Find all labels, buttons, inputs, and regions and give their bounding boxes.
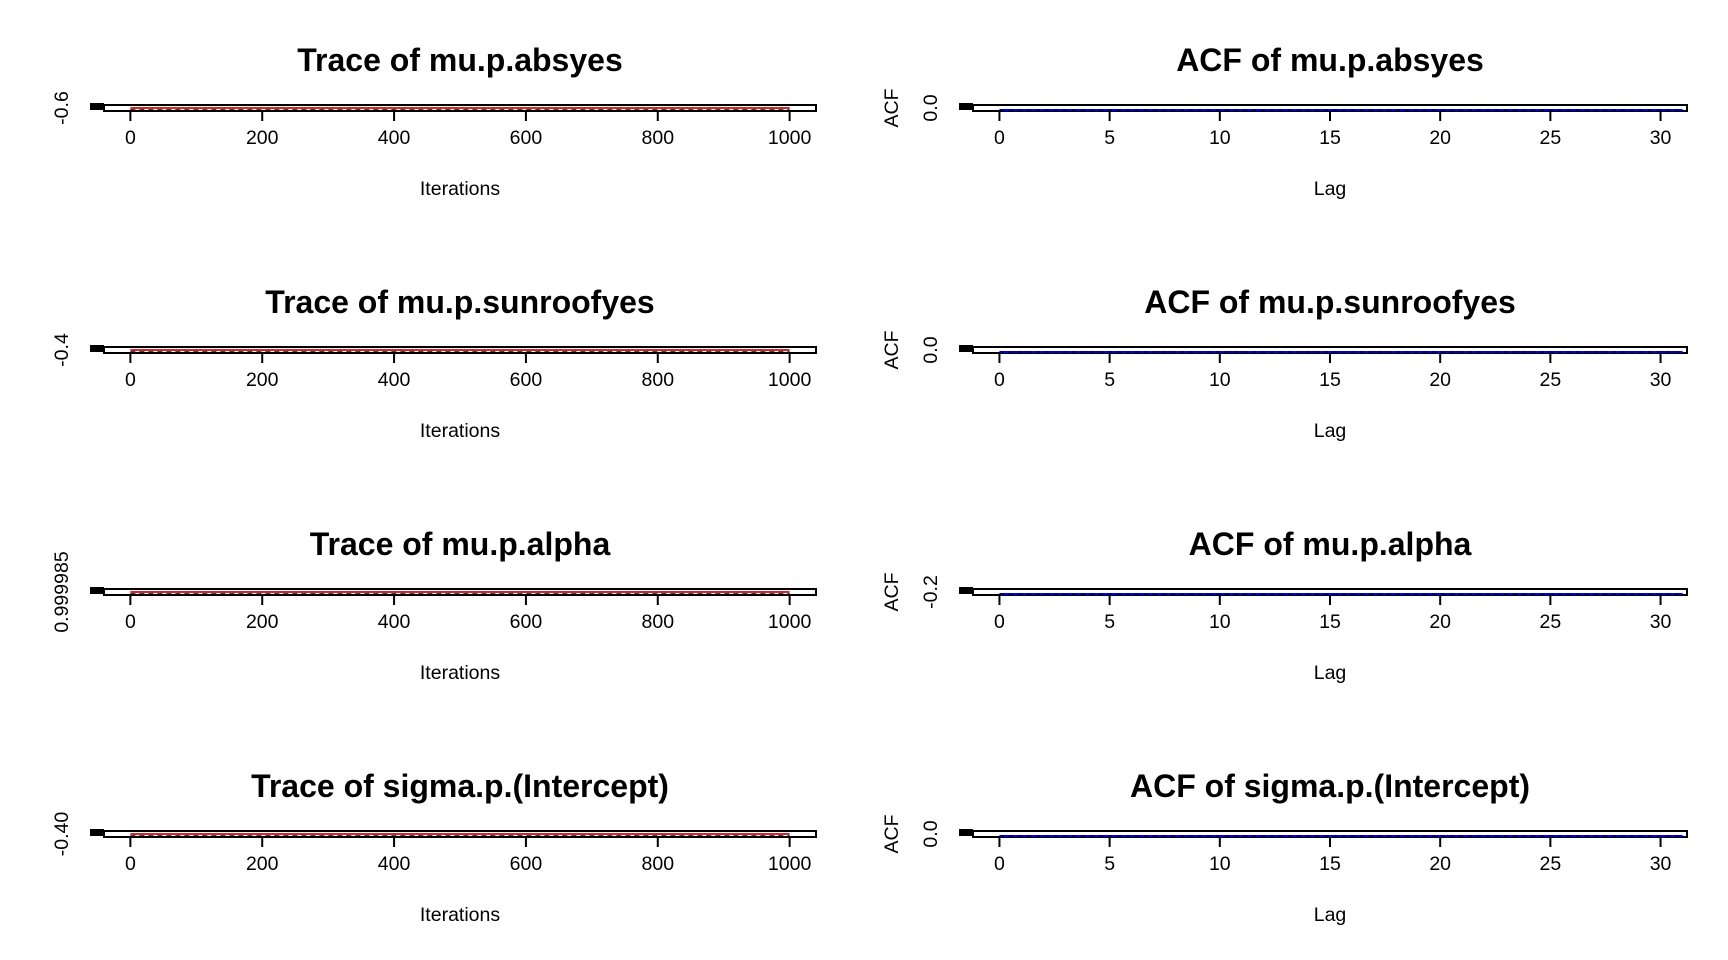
x-tick-label: 400 [378,127,411,149]
x-tick-label: 5 [1104,127,1115,149]
x-tick-label: 30 [1650,853,1672,875]
x-tick-label: 0 [125,369,136,391]
y-tick-label: 0.999985 [51,551,73,632]
panel-title: Trace of mu.p.alpha [310,526,611,562]
x-tick-label: 1000 [768,369,812,391]
x-tick-label: 600 [510,611,543,633]
x-tick-label: 15 [1319,611,1341,633]
x-tick-label: 800 [642,127,675,149]
panel-title: ACF of mu.p.sunroofyes [1144,284,1516,320]
y-tick-label: 0.0 [920,820,942,847]
x-tick-label: 800 [642,853,675,875]
panel-title: Trace of mu.p.absyes [297,42,622,78]
panel-7-trace: Trace of sigma.p.(Intercept) 0 200 400 600 80… [51,768,817,926]
x-tick-label: 20 [1429,853,1451,875]
x-tick-label: 0 [994,853,1005,875]
x-tick-label: 30 [1650,369,1672,391]
y-axis-label: ACF [881,330,903,369]
x-axis-label: Lag [1314,904,1347,926]
x-tick-label: 200 [246,369,279,391]
x-tick-label: 600 [510,127,543,149]
y-tick-label: -0.40 [51,812,73,857]
x-tick-label: 200 [246,611,279,633]
x-tick-label: 10 [1209,369,1231,391]
y-axis-marker [959,345,973,352]
x-axis-label: Iterations [420,178,500,200]
x-tick-label: 800 [642,611,675,633]
panel-3-trace: Trace of mu.p.sunroofyes 0 200 400 600 800 100… [51,284,817,442]
y-axis-marker [959,103,973,110]
y-axis-marker [959,829,973,836]
x-tick-label: 600 [510,853,543,875]
x-tick-label: 0 [125,611,136,633]
y-tick-label: -0.4 [51,333,73,367]
panel-title: ACF of mu.p.absyes [1176,42,1484,78]
y-tick-label: 0.0 [920,94,942,121]
x-tick-label: 10 [1209,127,1231,149]
x-tick-label: 0 [994,611,1005,633]
x-tick-label: 20 [1429,369,1451,391]
panel-4-acf: ACF of mu.p.sunroofyes 0 5 10 15 20 25 30 Lag 0.0… [881,284,1688,442]
x-tick-label: 400 [378,853,411,875]
y-axis-marker [90,345,104,352]
x-tick-label: 200 [246,127,279,149]
x-tick-label: 20 [1429,611,1451,633]
panel-5-trace: Trace of mu.p.alpha 0 200 400 600 800 1000 Iter… [51,526,817,684]
y-axis-marker [959,587,973,594]
x-tick-label: 25 [1540,369,1562,391]
y-axis-label: ACF [881,88,903,127]
x-tick-label: 30 [1650,611,1672,633]
x-tick-label: 5 [1104,853,1115,875]
x-tick-label: 10 [1209,611,1231,633]
panel-title: Trace of sigma.p.(Intercept) [251,768,669,804]
y-axis-label: ACF [881,572,903,611]
y-tick-label: -0.2 [920,575,942,609]
x-tick-label: 15 [1319,369,1341,391]
x-tick-label: 10 [1209,853,1231,875]
x-tick-label: 0 [994,369,1005,391]
panel-6-acf: ACF of mu.p.alpha 0 5 10 15 20 25 30 Lag -0.2 ACF [881,526,1688,684]
x-axis-label: Lag [1314,178,1347,200]
panel-8-acf: ACF of sigma.p.(Intercept) 0 5 10 15 20 25 30 La… [881,768,1688,926]
x-tick-label: 5 [1104,611,1115,633]
x-tick-label: 15 [1319,127,1341,149]
panel-title: ACF of mu.p.alpha [1189,526,1472,562]
x-axis-label: Iterations [420,420,500,442]
x-axis-label: Iterations [420,662,500,684]
x-tick-label: 25 [1540,127,1562,149]
x-tick-label: 400 [378,369,411,391]
y-axis-marker [90,103,104,110]
x-tick-label: 1000 [768,611,812,633]
x-tick-label: 1000 [768,853,812,875]
x-tick-label: 25 [1540,853,1562,875]
x-tick-label: 200 [246,853,279,875]
x-axis-label: Iterations [420,904,500,926]
y-axis-marker [90,829,104,836]
x-tick-label: 800 [642,369,675,391]
y-tick-label: 0.0 [920,336,942,363]
x-tick-label: 1000 [768,127,812,149]
y-axis-label: ACF [881,814,903,853]
x-tick-label: 600 [510,369,543,391]
panel-title: Trace of mu.p.sunroofyes [265,284,654,320]
x-tick-label: 400 [378,611,411,633]
panel-title: ACF of sigma.p.(Intercept) [1130,768,1530,804]
x-axis-label: Lag [1314,420,1347,442]
x-tick-label: 0 [125,127,136,149]
x-axis-label: Lag [1314,662,1347,684]
x-tick-label: 5 [1104,369,1115,391]
panel-1-trace: Trace of mu.p.absyes 0 200 400 600 800 1000 Ite… [51,42,817,200]
panel-2-acf: ACF of mu.p.absyes 0 5 10 15 20 25 30 Lag 0.0 ACF [881,42,1688,200]
x-tick-label: 25 [1540,611,1562,633]
x-tick-label: 0 [994,127,1005,149]
x-tick-label: 30 [1650,127,1672,149]
y-tick-label: -0.6 [51,91,73,125]
y-axis-marker [90,587,104,594]
x-tick-label: 20 [1429,127,1451,149]
x-tick-label: 15 [1319,853,1341,875]
x-tick-label: 0 [125,853,136,875]
